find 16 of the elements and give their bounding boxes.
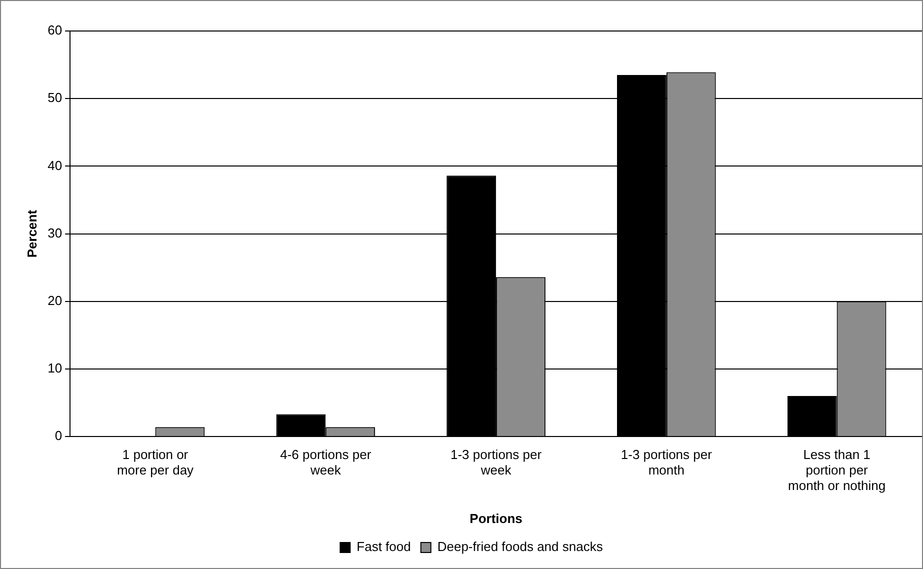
y-tick-label: 60 — [48, 22, 62, 38]
x-axis-title: Portions — [470, 510, 522, 526]
y-tick-label: 0 — [54, 428, 62, 444]
x-tick-label: 1-3 portions per month — [620, 446, 713, 478]
y-tick-label: 50 — [48, 90, 62, 106]
y-tick-label: 10 — [48, 360, 62, 376]
y-tick-label: 40 — [48, 158, 62, 173]
x-tick-label: 1-3 portions per week — [450, 446, 542, 478]
x-tick-label: 4-6 portions per week — [280, 446, 372, 478]
y-axis-title: Percent — [24, 209, 40, 258]
x-tick-label: Less than 1 portion per month or nothing — [788, 446, 886, 494]
y-tick-label: 30 — [48, 225, 62, 240]
x-tick-label: 1 portion or more per day — [116, 446, 194, 478]
y-tick-label: 20 — [48, 292, 62, 308]
legend-label: Fast food — [356, 539, 411, 554]
legend-label: Deep-fried foods and snacks — [437, 539, 604, 554]
